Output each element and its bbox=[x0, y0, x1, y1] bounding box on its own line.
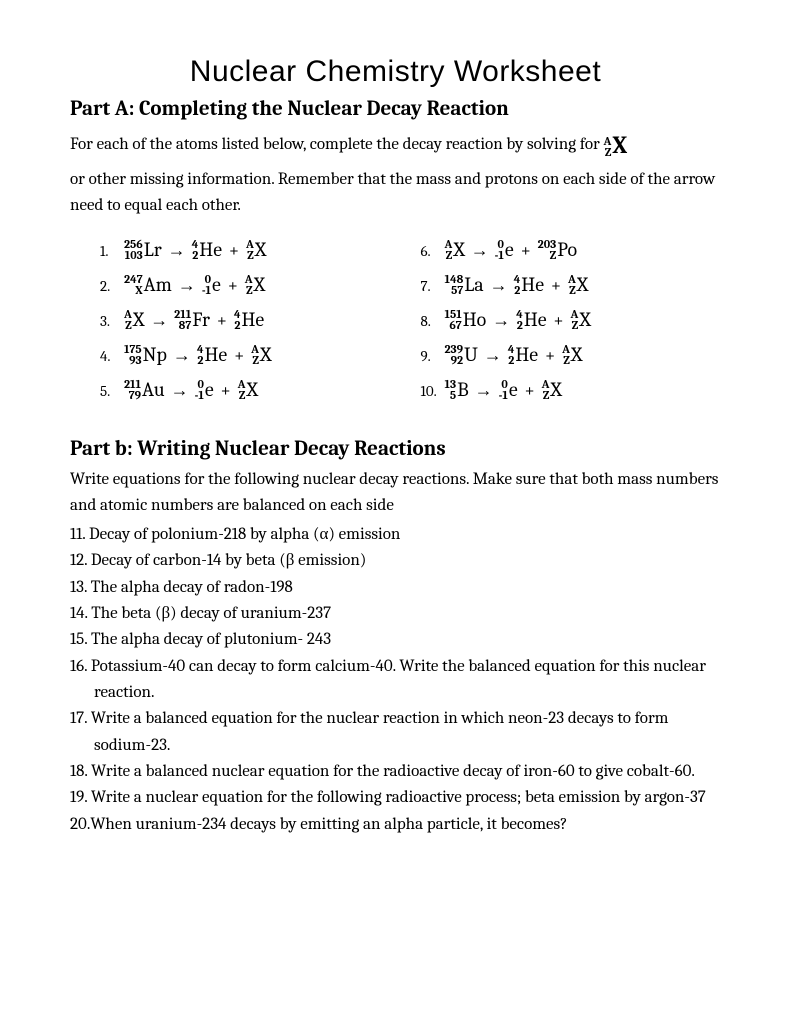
part-a-intro-2: or other missing information. Remember t… bbox=[70, 167, 721, 218]
reaction-1: 1. 256103Lr → 42He + AZX bbox=[100, 238, 401, 261]
question-16: 16. Potassium-40 can decay to form calci… bbox=[70, 654, 721, 707]
reaction-8: 8. 15167Ho → 42He + AZX bbox=[421, 308, 722, 331]
reaction-4: 4. 17593Np → 42He + AZX bbox=[100, 343, 401, 366]
question-13: 13. The alpha decay of radon-198 bbox=[70, 575, 721, 601]
question-17: 17. Write a balanced equation for the nu… bbox=[70, 706, 721, 759]
reactions-columns: 1. 256103Lr → 42He + AZX 2. 247XAm → 0-1… bbox=[100, 226, 721, 413]
reaction-2: 2. 247XAm → 0-1e + AZX bbox=[100, 273, 401, 296]
question-12: 12. Decay of carbon-14 by beta (β emissi… bbox=[70, 548, 721, 574]
reaction-9: 9. 23992U → 42He + AZX bbox=[421, 343, 722, 366]
unknown-isotope-symbol: AZX bbox=[604, 127, 628, 163]
part-a-heading: Part A: Completing the Nuclear Decay Rea… bbox=[70, 97, 721, 121]
intro-text: For each of the atoms listed below, comp… bbox=[70, 135, 604, 154]
question-11: 11. Decay of polonium-218 by alpha (α) e… bbox=[70, 522, 721, 548]
reaction-7: 7. 14857La → 42He + AZX bbox=[421, 273, 722, 296]
reactions-col-left: 1. 256103Lr → 42He + AZX 2. 247XAm → 0-1… bbox=[100, 226, 401, 413]
reactions-col-right: 6. AZX → 0-1e + 203ZPo 7. 14857La → 42He… bbox=[421, 226, 722, 413]
part-a-intro-1: For each of the atoms listed below, comp… bbox=[70, 127, 721, 163]
reaction-6: 6. AZX → 0-1e + 203ZPo bbox=[421, 238, 722, 261]
part-b-heading: Part b: Writing Nuclear Decay Reactions bbox=[70, 437, 721, 461]
question-20: 20.When uranium-234 decays by emitting a… bbox=[70, 812, 721, 838]
worksheet-title: Nuclear Chemistry Worksheet bbox=[70, 55, 721, 89]
question-14: 14. The beta (β) decay of uranium-237 bbox=[70, 601, 721, 627]
part-b-intro: Write equations for the following nuclea… bbox=[70, 467, 721, 518]
question-15: 15. The alpha decay of plutonium- 243 bbox=[70, 627, 721, 653]
question-19: 19. Write a nuclear equation for the fol… bbox=[70, 785, 721, 811]
question-18: 18. Write a balanced nuclear equation fo… bbox=[70, 759, 721, 785]
reaction-10: 10. 135B → 0-1e + AZX bbox=[421, 378, 722, 401]
reaction-5: 5. 21179Au → 0-1e + AZX bbox=[100, 378, 401, 401]
reaction-3: 3. AZX → 21187Fr + 42He bbox=[100, 308, 401, 331]
